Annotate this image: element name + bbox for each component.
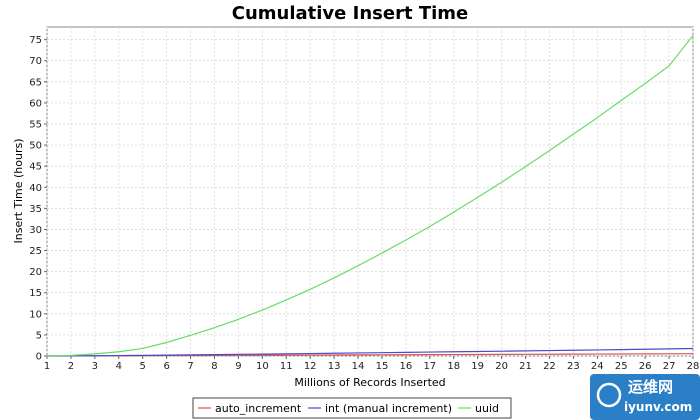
watermark: 运维网 iyunv.com bbox=[590, 374, 700, 420]
series-line-uuid bbox=[46, 35, 694, 357]
y-tick-label: 50 bbox=[29, 141, 42, 152]
y-tick-label: 70 bbox=[29, 56, 42, 67]
gridlines bbox=[46, 27, 694, 357]
y-tick-label: 35 bbox=[29, 204, 42, 215]
y-tick-label: 45 bbox=[29, 162, 42, 173]
plot-area bbox=[46, 26, 694, 357]
x-tick-label: 9 bbox=[235, 361, 241, 372]
x-axis-label: Millions of Records Inserted bbox=[294, 376, 445, 389]
y-tick-label: 10 bbox=[29, 309, 42, 320]
x-tick-label: 13 bbox=[328, 361, 341, 372]
x-tick-label: 8 bbox=[211, 361, 217, 372]
x-tick-label: 7 bbox=[187, 361, 193, 372]
x-tick-label: 25 bbox=[615, 361, 628, 372]
x-tick-label: 12 bbox=[304, 361, 317, 372]
x-tick-label: 14 bbox=[352, 361, 365, 372]
x-tick-label: 3 bbox=[92, 361, 98, 372]
watermark-subtext: iyunv.com bbox=[624, 400, 692, 414]
x-tick-label: 20 bbox=[495, 361, 508, 372]
legend: auto_increment int (manual increment) uuid bbox=[192, 397, 512, 419]
x-tick-label: 18 bbox=[447, 361, 460, 372]
y-tick-label: 55 bbox=[29, 120, 42, 131]
x-tick-label: 22 bbox=[543, 361, 556, 372]
x-tick-label: 2 bbox=[68, 361, 74, 372]
x-tick-label: 17 bbox=[423, 361, 436, 372]
x-tick-label: 6 bbox=[163, 361, 169, 372]
x-tick-label: 10 bbox=[256, 361, 269, 372]
chart-title: Cumulative Insert Time bbox=[232, 3, 469, 24]
axis-ticks: 1 2 3 4 5 6 7 8 9 10 11 12 13 14 15 16 17 18 19 20 21 22 23 24 2… bbox=[29, 35, 699, 372]
x-tick-label: 4 bbox=[116, 361, 122, 372]
x-tick-label: 21 bbox=[519, 361, 532, 372]
series-layer bbox=[46, 35, 694, 357]
y-tick-label: 15 bbox=[29, 288, 42, 299]
series-line-int-manual-increment- bbox=[46, 347, 694, 357]
watermark-bg bbox=[590, 374, 700, 420]
legend-label: auto_increment bbox=[215, 402, 302, 415]
watermark-logo-icon bbox=[596, 382, 622, 408]
x-tick-label: 16 bbox=[400, 361, 413, 372]
y-tick-label: 0 bbox=[36, 352, 42, 363]
y-axis-label: Insert Time (hours) bbox=[12, 139, 25, 244]
x-tick-label: 11 bbox=[280, 361, 293, 372]
legend-box bbox=[192, 397, 512, 419]
y-tick-label: 25 bbox=[29, 246, 42, 257]
watermark-text: 运维网 bbox=[628, 378, 673, 396]
y-tick-label: 30 bbox=[29, 225, 42, 236]
x-tick-label: 19 bbox=[471, 361, 484, 372]
x-tick-label: 5 bbox=[140, 361, 146, 372]
y-tick-label: 20 bbox=[29, 267, 42, 278]
y-tick-label: 5 bbox=[36, 330, 42, 341]
x-tick-label: 27 bbox=[663, 361, 676, 372]
y-tick-label: 75 bbox=[29, 35, 42, 46]
y-tick-label: 40 bbox=[29, 183, 42, 194]
y-tick-label: 60 bbox=[29, 98, 42, 109]
legend-label: uuid bbox=[475, 402, 499, 415]
x-tick-label: 15 bbox=[376, 361, 389, 372]
x-tick-label: 24 bbox=[591, 361, 604, 372]
y-tick-label: 65 bbox=[29, 77, 42, 88]
x-tick-label: 1 bbox=[44, 361, 50, 372]
x-tick-label: 26 bbox=[639, 361, 652, 372]
x-tick-label: 23 bbox=[567, 361, 580, 372]
x-tick-label: 28 bbox=[687, 361, 700, 372]
legend-label: int (manual increment) bbox=[325, 402, 452, 415]
